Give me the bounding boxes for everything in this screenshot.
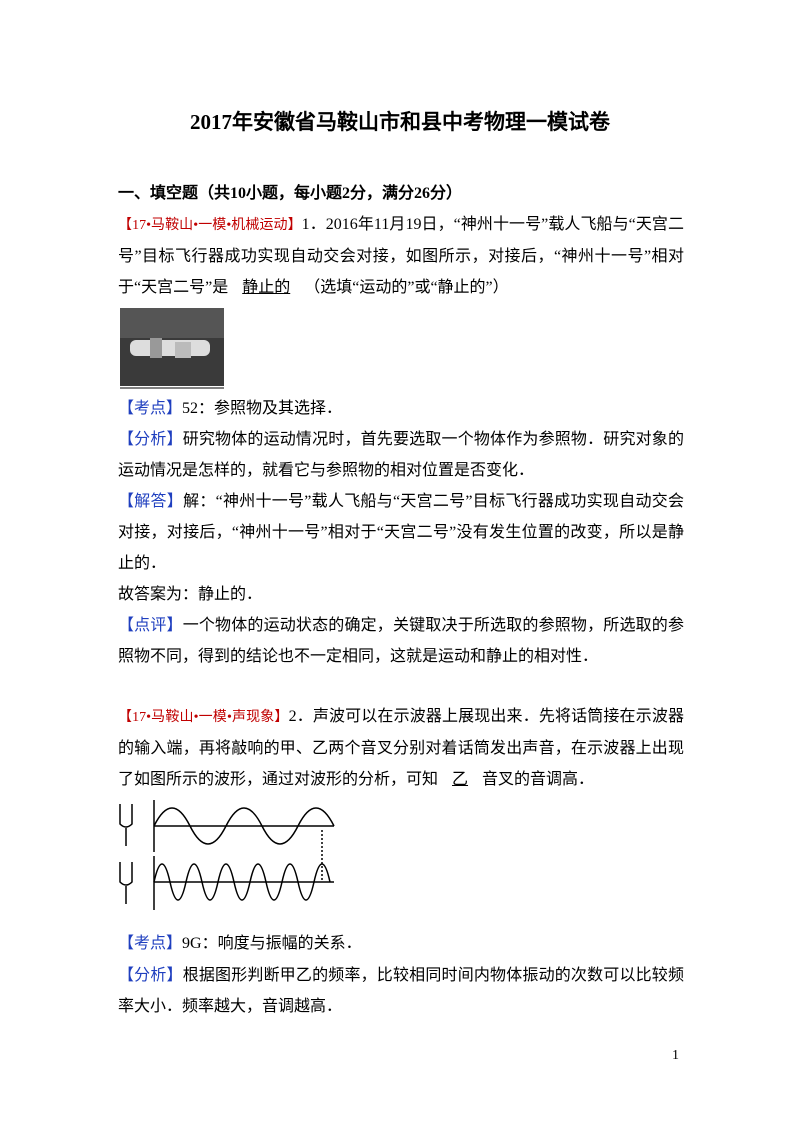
note-label: 【点评】 <box>118 617 183 634</box>
photo <box>120 308 224 389</box>
question-tag: 【17•马鞍山•一模•声现象】 <box>118 710 289 725</box>
note: 【点评】一个物体的运动状态的确定，关键取决于所选取的参照物，所选取的参照物不同，… <box>118 610 684 672</box>
note-label: 【解答】 <box>118 493 184 510</box>
question-stem: （选填“运动的”或“静止的”） <box>304 279 509 296</box>
note: 故答案为：静止的． <box>118 579 684 610</box>
doc-title: 2017年安徽省马鞍山市和县中考物理一模试卷 <box>190 110 610 134</box>
note-text: 9G：响度与振幅的关系． <box>182 935 362 952</box>
question-stem: 音叉的音调高． <box>482 771 595 788</box>
note: 【分析】根据图形判断甲乙的频率，比较相同时间内物体振动的次数可以比较频率大小．频… <box>118 960 684 1022</box>
question-stem: 2016年11月19日，“神州十一号”载人飞船与“天宫二号”目标飞行器成功实现自… <box>118 216 684 296</box>
note-text: 研究物体的运动情况时，首先要选取一个物体作为参照物．研究对象的运动情况是怎样的，… <box>118 431 684 479</box>
answer: 静止的 <box>242 279 291 296</box>
note-text: 一个物体的运动状态的确定，关键取决于所选取的参照物，所选取的参照物不同，得到的结… <box>118 617 684 665</box>
note-label: 【考点】 <box>118 400 183 417</box>
answer: 乙 <box>452 771 469 788</box>
note-label: 【分析】 <box>118 967 183 984</box>
note-label: 【分析】 <box>118 431 183 448</box>
note-text: 解：“神州十一号”载人飞船与“天宫二号”目标飞行器成功实现自动交会对接，对接后，… <box>118 493 684 572</box>
note: 【考点】52：参照物及其选择． <box>118 393 684 424</box>
question-number: 1． <box>301 216 326 233</box>
waveform-figure <box>119 800 335 910</box>
note-text: 根据图形判断甲乙的频率，比较相同时间内物体振动的次数可以比较频率大小．频率越大，… <box>118 967 684 1015</box>
question: 【17•马鞍山•一模•机械运动】1．2016年11月19日，“神州十一号”载人飞… <box>118 209 684 303</box>
note: 【解答】解：“神州十一号”载人飞船与“天宫二号”目标飞行器成功实现自动交会对接，… <box>118 486 684 579</box>
note-label: 【考点】 <box>118 935 183 952</box>
question-number: 2． <box>288 708 313 725</box>
note-text: 故答案为：静止的． <box>118 586 263 603</box>
section-title: 一、填空题（共10小题，每小题2分，满分26分） <box>118 185 463 202</box>
question: 【17•马鞍山•一模•声现象】2．声波可以在示波器上展现出来．先将话筒接在示波器… <box>118 701 684 795</box>
question-stem: 声波可以在示波器上展现出来．先将话筒接在示波器的输入端，再将敲响的甲、乙两个音叉… <box>118 708 684 788</box>
note: 【分析】研究物体的运动情况时，首先要选取一个物体作为参照物．研究对象的运动情况是… <box>118 424 684 486</box>
note: 【考点】9G：响度与振幅的关系． <box>118 928 684 959</box>
note-text: 52：参照物及其选择． <box>182 400 343 417</box>
page-number: 1 <box>672 1048 679 1063</box>
question-tag: 【17•马鞍山•一模•机械运动】 <box>118 218 302 233</box>
